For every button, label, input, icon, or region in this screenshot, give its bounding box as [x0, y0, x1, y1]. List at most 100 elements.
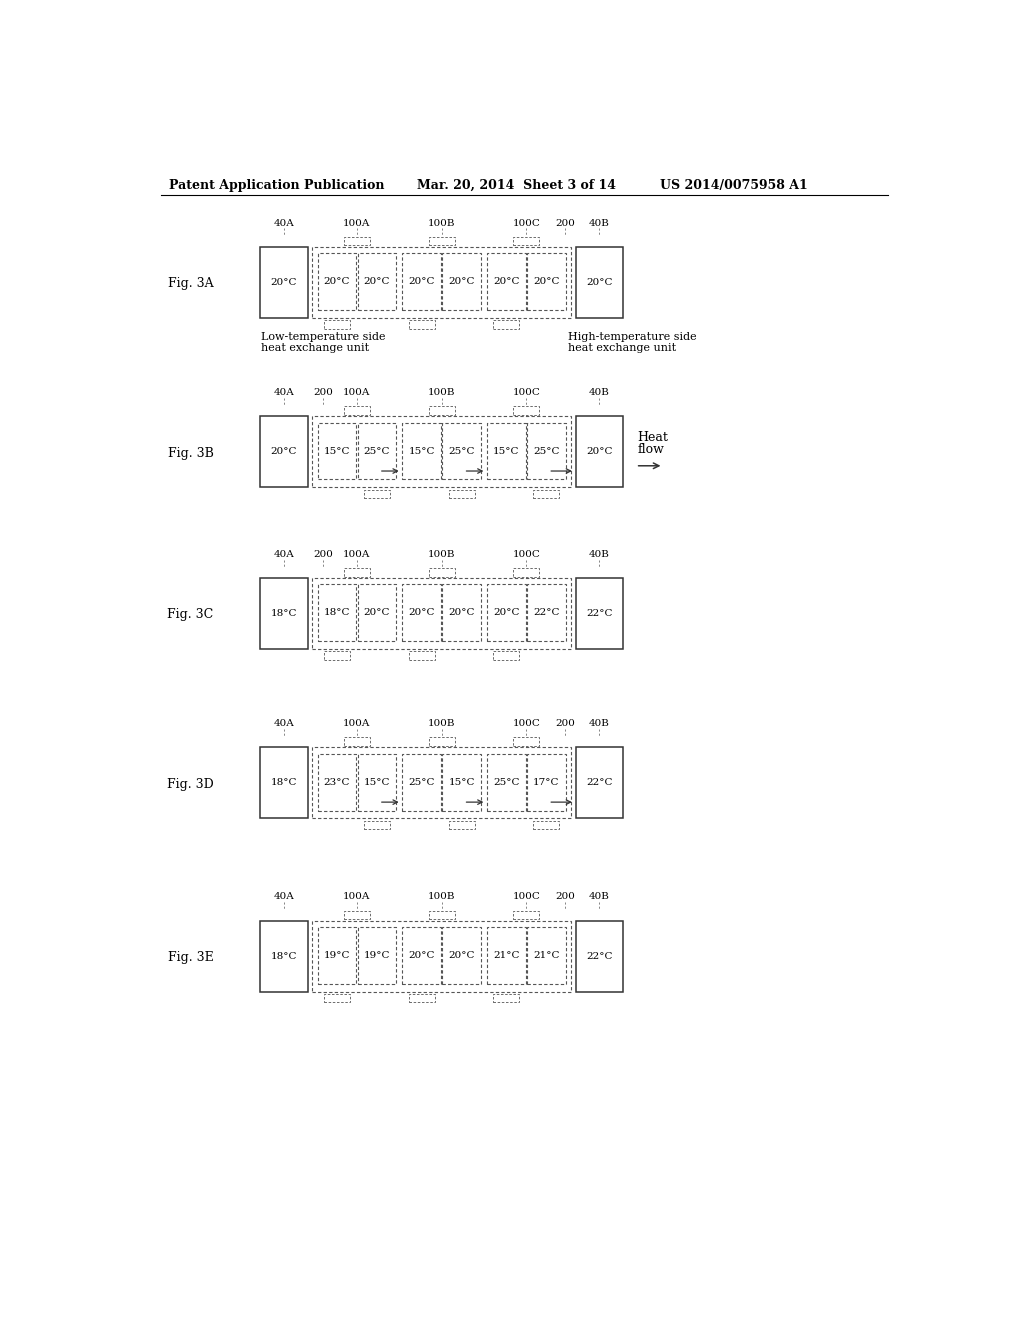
- Text: flow: flow: [637, 444, 665, 457]
- Text: 200: 200: [555, 219, 574, 227]
- Text: 20°C: 20°C: [534, 277, 559, 286]
- Text: Heat: Heat: [637, 432, 668, 444]
- Bar: [487, 927, 525, 983]
- Bar: [442, 754, 481, 810]
- Bar: [534, 490, 559, 498]
- Text: 20°C: 20°C: [364, 609, 390, 618]
- Bar: [317, 754, 356, 810]
- Text: Fig. 3A: Fig. 3A: [168, 277, 214, 290]
- Text: 100B: 100B: [428, 892, 456, 902]
- Bar: [317, 927, 356, 983]
- Text: 100A: 100A: [343, 219, 371, 227]
- Bar: [442, 585, 481, 642]
- Text: 100C: 100C: [512, 550, 541, 558]
- Bar: [442, 422, 481, 479]
- Text: 15°C: 15°C: [324, 446, 350, 455]
- Text: 21°C: 21°C: [534, 950, 559, 960]
- Bar: [344, 738, 370, 746]
- Text: 20°C: 20°C: [586, 447, 612, 457]
- Bar: [357, 927, 396, 983]
- Text: 20°C: 20°C: [586, 279, 612, 286]
- Text: 100B: 100B: [428, 219, 456, 227]
- Text: 20°C: 20°C: [364, 277, 390, 286]
- Text: 100B: 100B: [428, 719, 456, 729]
- Text: 20°C: 20°C: [324, 277, 350, 286]
- Text: 40A: 40A: [273, 550, 294, 558]
- Text: 22°C: 22°C: [586, 952, 612, 961]
- Bar: [402, 585, 441, 642]
- Text: Mar. 20, 2014  Sheet 3 of 14: Mar. 20, 2014 Sheet 3 of 14: [417, 178, 616, 191]
- Bar: [260, 578, 307, 649]
- Text: 40A: 40A: [273, 219, 294, 227]
- Text: 100A: 100A: [343, 550, 371, 558]
- Bar: [312, 247, 571, 318]
- Bar: [429, 911, 455, 919]
- Bar: [513, 568, 540, 577]
- Text: 18°C: 18°C: [324, 609, 350, 618]
- Text: 100A: 100A: [343, 388, 371, 397]
- Text: 100C: 100C: [512, 719, 541, 729]
- Bar: [442, 927, 481, 983]
- Text: 40B: 40B: [589, 388, 610, 397]
- Bar: [357, 585, 396, 642]
- Bar: [527, 253, 565, 310]
- Text: 18°C: 18°C: [270, 609, 297, 618]
- Bar: [449, 821, 475, 829]
- Bar: [402, 422, 441, 479]
- Text: 20°C: 20°C: [494, 609, 519, 618]
- Text: 40B: 40B: [589, 892, 610, 902]
- Bar: [324, 321, 350, 329]
- Bar: [260, 921, 307, 991]
- Text: 19°C: 19°C: [324, 950, 350, 960]
- Text: 40B: 40B: [589, 219, 610, 227]
- Text: 17°C: 17°C: [534, 777, 559, 787]
- Bar: [260, 416, 307, 487]
- Text: 40A: 40A: [273, 892, 294, 902]
- Text: 15°C: 15°C: [494, 446, 519, 455]
- Bar: [402, 754, 441, 810]
- Text: 25°C: 25°C: [449, 446, 475, 455]
- Bar: [494, 321, 519, 329]
- Bar: [260, 747, 307, 818]
- Text: 20°C: 20°C: [449, 277, 475, 286]
- Bar: [357, 253, 396, 310]
- Bar: [487, 585, 525, 642]
- Bar: [364, 821, 390, 829]
- Bar: [317, 585, 356, 642]
- Bar: [402, 927, 441, 983]
- Text: Fig. 3B: Fig. 3B: [168, 446, 214, 459]
- Bar: [513, 238, 540, 246]
- Bar: [344, 911, 370, 919]
- Bar: [344, 568, 370, 577]
- Bar: [344, 407, 370, 414]
- Text: 100A: 100A: [343, 719, 371, 729]
- Text: High-temperature side: High-temperature side: [568, 333, 696, 342]
- Bar: [312, 416, 571, 487]
- Text: 200: 200: [313, 388, 333, 397]
- Bar: [317, 422, 356, 479]
- Bar: [364, 490, 390, 498]
- Bar: [575, 416, 624, 487]
- Bar: [513, 911, 540, 919]
- Bar: [402, 253, 441, 310]
- Text: 22°C: 22°C: [586, 609, 612, 618]
- Text: 15°C: 15°C: [409, 446, 435, 455]
- Bar: [449, 490, 475, 498]
- Text: heat exchange unit: heat exchange unit: [261, 343, 370, 352]
- Text: 22°C: 22°C: [586, 779, 612, 787]
- Bar: [575, 747, 624, 818]
- Text: 21°C: 21°C: [494, 950, 519, 960]
- Bar: [429, 568, 455, 577]
- Text: 100C: 100C: [512, 892, 541, 902]
- Bar: [575, 247, 624, 318]
- Text: 25°C: 25°C: [494, 777, 519, 787]
- Bar: [527, 927, 565, 983]
- Bar: [357, 754, 396, 810]
- Text: Patent Application Publication: Patent Application Publication: [169, 178, 385, 191]
- Text: 20°C: 20°C: [270, 279, 297, 286]
- Text: 25°C: 25°C: [364, 446, 390, 455]
- Bar: [312, 578, 571, 649]
- Bar: [513, 407, 540, 414]
- Text: 25°C: 25°C: [409, 777, 435, 787]
- Bar: [527, 585, 565, 642]
